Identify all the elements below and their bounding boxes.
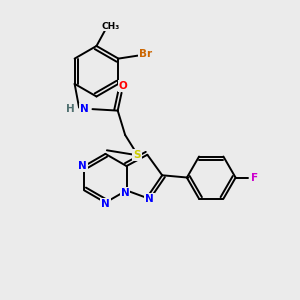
Text: O: O	[119, 81, 128, 91]
Text: CH₃: CH₃	[102, 22, 120, 31]
Text: N: N	[78, 161, 87, 171]
Text: N: N	[145, 194, 154, 204]
Text: F: F	[251, 172, 259, 183]
Text: Br: Br	[139, 49, 152, 58]
Text: H: H	[66, 104, 75, 114]
Text: N: N	[80, 104, 89, 114]
Text: N: N	[101, 199, 110, 209]
Text: N: N	[121, 188, 129, 198]
Text: S: S	[133, 150, 141, 160]
